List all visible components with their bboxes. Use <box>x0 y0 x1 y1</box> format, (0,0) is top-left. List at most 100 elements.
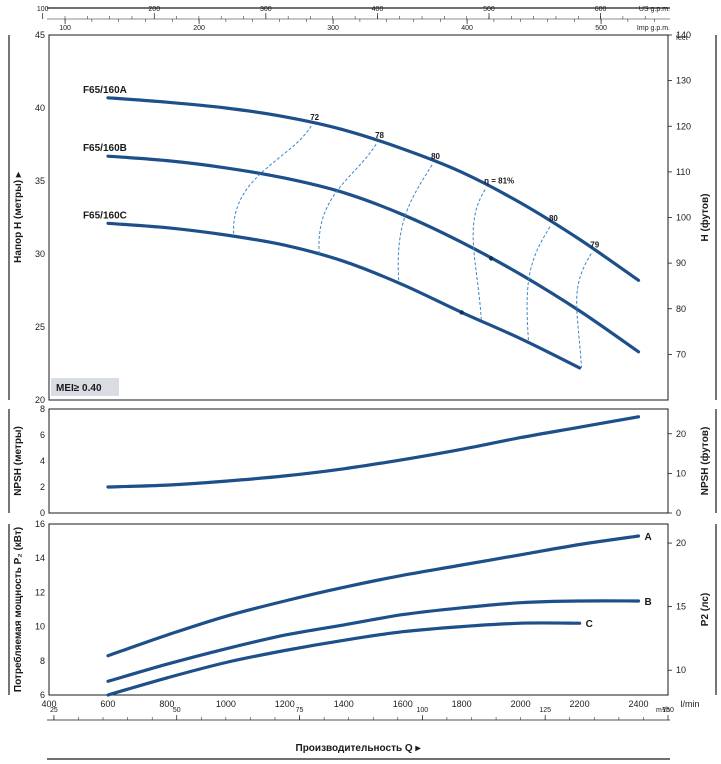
npsh-panel: 0 2 4 6 8 0 10 20 NPSH (метры) NPSH (футов) <box>8 404 717 518</box>
y-tick-label: 40 <box>35 103 45 113</box>
series-label: A <box>645 532 652 543</box>
y2-tick-label: 130 <box>676 76 691 86</box>
bep-marker <box>459 310 464 315</box>
m3h-tick-label: 125 <box>539 707 551 714</box>
y-tick-label: 0 <box>40 508 45 518</box>
y-axis-title: Потребляемая мощность P₂ (кВт) <box>12 527 24 692</box>
y-tick-label: 10 <box>35 622 45 632</box>
y-tick-label: 25 <box>35 322 45 332</box>
usgpm-tick-label: 600 <box>595 6 607 13</box>
series-line <box>106 599 641 683</box>
x-tick-label: 1400 <box>334 699 354 709</box>
y-tick-label: 8 <box>40 404 45 414</box>
x-axis-title: Производительность Q ▸ <box>296 743 422 754</box>
series-label: F65/160B <box>83 143 127 154</box>
y-tick-label: 2 <box>40 482 45 492</box>
usgpm-unit-label: US g.p.m. <box>639 6 670 13</box>
y2-tick-label: 120 <box>676 121 691 131</box>
y2-unit-label: feet <box>676 35 688 42</box>
series-label: C <box>586 619 593 630</box>
usgpm-tick-label: 100 <box>37 6 49 13</box>
mei-badge-text: MEI≥ 0.40 <box>56 383 102 394</box>
y2-tick-label: 70 <box>676 349 686 359</box>
series-line <box>106 221 582 370</box>
plot-frame <box>48 34 669 401</box>
y-tick-label: 12 <box>35 587 45 597</box>
x-tick-label: 800 <box>159 699 174 709</box>
efficiency-label: 72 <box>310 113 319 122</box>
x-tick-label: 1600 <box>393 699 413 709</box>
m3h-tick-label: 150 <box>662 707 674 714</box>
efficiency-label: 80 <box>431 152 440 161</box>
y2-tick-label: 80 <box>676 304 686 314</box>
efficiency-label: 79 <box>590 241 599 250</box>
y2-axis-title: NPSH (футов) <box>699 427 711 496</box>
x-unit-label: l/min <box>680 699 699 709</box>
y-tick-label: 35 <box>35 176 45 186</box>
usgpm-tick-label: 200 <box>148 6 160 13</box>
series-line <box>106 96 641 282</box>
series-line <box>106 415 641 489</box>
y2-tick-label: 20 <box>676 538 686 548</box>
impgpm-tick-label: 200 <box>193 25 205 32</box>
y2-axis-title: P2 (лс) <box>700 593 711 626</box>
x-tick-label: 2200 <box>570 699 590 709</box>
usgpm-tick-label: 300 <box>260 6 272 13</box>
y-axis-title: Напор H (метры) ▸ <box>13 171 24 263</box>
y-tick-label: 20 <box>35 395 45 405</box>
y-tick-label: 30 <box>35 249 45 259</box>
usgpm-tick-label: 400 <box>372 6 384 13</box>
usgpm-tick-label: 500 <box>483 6 495 13</box>
y2-tick-label: 15 <box>676 602 686 612</box>
m3h-unit-label: m³/h <box>656 707 670 714</box>
x-tick-label: 1200 <box>275 699 295 709</box>
x-tick-label: 1800 <box>452 699 472 709</box>
m3h-tick-label: 75 <box>296 707 304 714</box>
y2-tick-label: 90 <box>676 258 686 268</box>
y-tick-label: 4 <box>40 456 45 466</box>
efficiency-label: 78 <box>375 131 384 140</box>
series-line <box>106 534 641 658</box>
x-tick-label: 400 <box>41 699 56 709</box>
bottom-flow-axes: 400 600 800 1000 1200 1400 1600 1800 2000 2200 240… <box>41 699 700 760</box>
impgpm-tick-label: 400 <box>461 25 473 32</box>
plot-frame <box>48 408 669 514</box>
y2-tick-label: 140 <box>676 30 691 40</box>
y2-tick-label: 0 <box>676 508 681 518</box>
x-tick-label: 2400 <box>629 699 649 709</box>
y-tick-label: 6 <box>40 690 45 700</box>
efficiency-label: η = 81% <box>484 177 514 186</box>
impgpm-unit-label: Imp g.p.m. <box>637 25 670 32</box>
impgpm-tick-label: 300 <box>327 25 339 32</box>
x-tick-label: 1000 <box>216 699 236 709</box>
y2-tick-label: 10 <box>676 468 686 478</box>
x-tick-label: 600 <box>100 699 115 709</box>
y-tick-label: 16 <box>35 519 45 529</box>
y2-axis-title: H (футов) <box>699 194 711 242</box>
y2-tick-label: 110 <box>676 167 690 177</box>
y-tick-label: 45 <box>35 30 45 40</box>
efficiency-isoline <box>397 164 433 283</box>
mei-badge <box>51 378 119 396</box>
y2-tick-label: 20 <box>676 429 686 439</box>
y-axis-title: NPSH (метры) <box>13 426 24 496</box>
power-panel: 6 8 10 12 14 16 10 15 20 Потребляемая мощность P₂… <box>8 519 717 700</box>
efficiency-label: 80 <box>549 214 558 223</box>
y-tick-label: 6 <box>40 430 45 440</box>
efficiency-isoline <box>233 125 312 237</box>
x-tick-label: 2000 <box>511 699 531 709</box>
efficiency-isoline <box>576 253 592 368</box>
m3h-tick-label: 50 <box>173 707 181 714</box>
m3h-tick-label: 25 <box>50 707 58 714</box>
efficiency-isoline <box>526 226 551 342</box>
series-label: B <box>645 597 652 608</box>
plot-frame <box>48 523 669 696</box>
bep-marker <box>488 256 494 261</box>
m3h-tick-label: 100 <box>417 707 429 714</box>
series-label: F65/160A <box>83 85 127 96</box>
y2-tick-label: 10 <box>676 665 686 675</box>
series-line <box>106 621 582 697</box>
impgpm-tick-label: 100 <box>59 25 71 32</box>
